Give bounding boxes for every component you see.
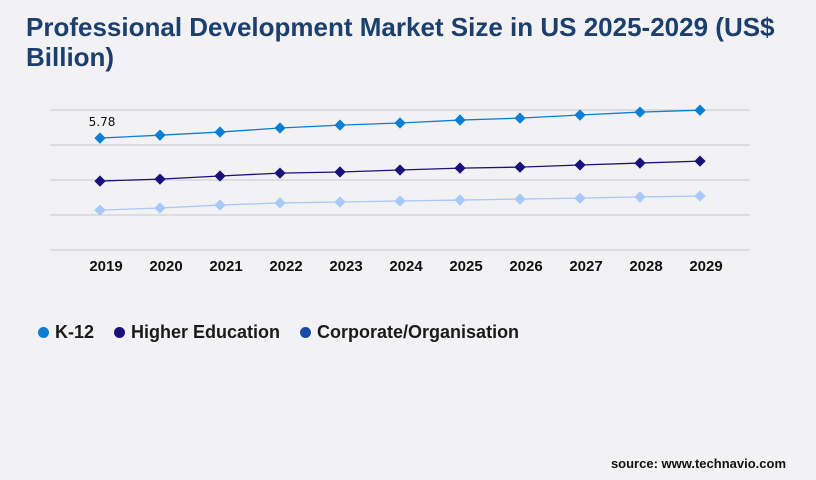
data-point [274,167,286,179]
data-point [154,173,166,185]
data-point [454,194,466,206]
x-tick-label: 2025 [449,258,482,275]
data-point [514,112,526,124]
data-point [574,192,586,204]
legend-label: Higher Education [131,322,281,342]
data-point [94,132,106,144]
x-tick-label: 2024 [389,258,423,275]
data-point [394,195,406,207]
x-tick-label: 2022 [269,258,302,275]
x-tick-label: 2028 [629,258,662,275]
data-point [394,164,406,176]
data-point [334,119,346,131]
legend-item: K-12 [38,322,94,343]
data-point [694,190,706,202]
x-tick-label: 2020 [149,258,182,275]
data-point [574,109,586,121]
data-point [454,162,466,174]
data-point [154,202,166,214]
data-point [574,159,586,171]
data-point [94,204,106,216]
legend-marker-icon [38,327,49,338]
data-point [694,155,706,167]
data-point [514,161,526,173]
x-tick-label: 2023 [329,258,362,275]
legend-label: Corporate/Organisation [317,322,520,342]
legend-label: K-12 [55,322,95,342]
legend-item: Higher Education [114,322,280,343]
data-point [274,122,286,134]
data-point [214,126,226,138]
legend-marker-icon [114,327,126,338]
chart-title: Professional Development Market Size in … [26,12,775,72]
data-point [214,170,226,182]
x-tick-label: 2019 [89,258,122,275]
data-point [634,106,646,118]
data-point [694,104,706,116]
data-point [634,157,646,169]
data-point [274,197,286,209]
x-tick-label: 2021 [209,258,242,275]
data-label: 5.78 [89,115,116,129]
data-point [334,196,346,208]
x-tick-label: 2029 [689,258,722,275]
data-point [94,175,106,187]
data-point [634,191,646,203]
data-point [394,117,406,129]
data-point [154,129,166,141]
data-point [514,193,526,205]
data-point [454,114,466,126]
data-point [214,199,226,211]
legend-item: Corporate/Organisation [300,322,519,343]
x-tick-label: 2027 [569,258,602,275]
legend: K-12 Higher Education Corporate/Organisati… [38,322,519,343]
data-point [334,166,346,178]
x-tick-label: 2026 [509,258,542,275]
legend-marker-icon [300,327,312,338]
source-text: source: www.technavio.com [610,456,786,471]
